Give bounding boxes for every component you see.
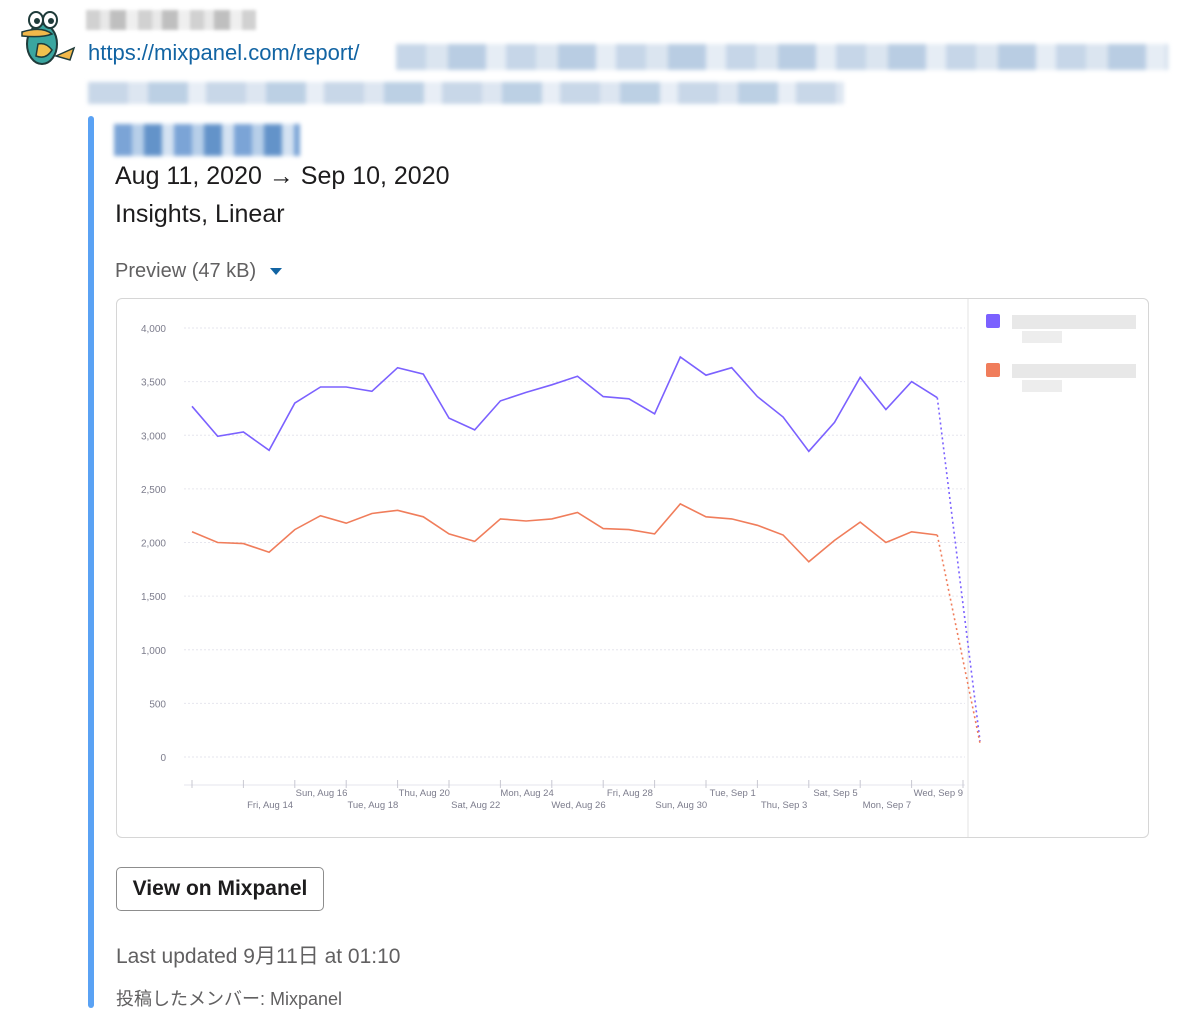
x-tick-label: Wed, Aug 26 — [551, 800, 605, 811]
report-link-redacted[interactable] — [396, 44, 1168, 70]
posted-by: 投稿したメンバー: Mixpanel — [116, 989, 343, 1009]
series-line — [191, 502, 938, 563]
x-tick-label: Sun, Aug 16 — [296, 788, 348, 799]
x-tick-label: Wed, Sep 9 — [914, 788, 963, 799]
sender-name-redacted — [86, 10, 256, 30]
y-tick-label: 2,500 — [141, 485, 166, 496]
platypus-icon — [21, 11, 76, 65]
report-link[interactable]: https://mixpanel.com/report/ — [88, 40, 360, 65]
view-on-mixpanel-button[interactable]: View on Mixpanel — [116, 867, 324, 911]
y-tick-label: 0 — [160, 753, 166, 764]
y-tick-label: 1,000 — [141, 646, 166, 657]
preview-toggle[interactable]: Preview (47 kB) — [115, 260, 282, 283]
report-title-redacted[interactable] — [114, 124, 300, 156]
caret-down-icon[interactable] — [269, 268, 282, 276]
chart-preview: 4,000 3,500 3,000 2,500 2,000 1,500 1,000 500 0 F… — [116, 298, 1149, 838]
line-chart: 4,000 3,500 3,000 2,500 2,000 1,500 1,000 500 0 F… — [141, 299, 1136, 837]
legend-label-redacted — [1012, 364, 1136, 378]
attachment-accent-bar — [88, 116, 94, 1008]
x-tick-label: Mon, Aug 24 — [500, 788, 553, 799]
date-range: Aug 11, 2020 → Sep 10, 2020 — [115, 162, 450, 190]
x-tick-label: Tue, Sep 1 — [710, 788, 756, 799]
x-tick-label: Fri, Aug 14 — [247, 800, 293, 811]
series-line-partial — [936, 397, 981, 742]
report-link-redacted-line-2[interactable] — [88, 82, 844, 104]
report-type: Insights, Linear — [115, 200, 285, 228]
x-tick-label: Fri, Aug 28 — [607, 788, 653, 799]
legend-label-redacted — [1012, 315, 1136, 329]
preview-label: Preview — [115, 260, 187, 282]
bot-avatar[interactable] — [12, 4, 78, 70]
series-line — [191, 355, 938, 453]
y-tick-label: 1,500 — [141, 592, 166, 603]
y-tick-label: 2,000 — [141, 539, 166, 550]
y-tick-label: 4,000 — [141, 324, 166, 335]
y-tick-label: 3,500 — [141, 378, 166, 389]
x-tick-label: Thu, Sep 3 — [761, 800, 807, 811]
preview-size: (47 kB) — [191, 260, 257, 282]
x-tick-label: Sun, Aug 30 — [655, 800, 707, 811]
y-tick-label: 500 — [149, 699, 166, 710]
legend-swatch — [986, 314, 1000, 328]
series-line-partial — [936, 534, 981, 744]
x-tick-label: Sat, Sep 5 — [813, 788, 857, 799]
x-tick-label: Thu, Aug 20 — [399, 788, 450, 799]
x-tick-label: Tue, Aug 18 — [347, 800, 398, 811]
x-tick-label: Sat, Aug 22 — [451, 800, 500, 811]
legend-label-redacted — [1022, 380, 1062, 392]
y-tick-label: 3,000 — [141, 431, 166, 442]
last-updated: Last updated 9月11日 at 01:10 — [116, 945, 401, 968]
legend-swatch — [986, 363, 1000, 377]
legend-label-redacted — [1022, 331, 1062, 343]
x-tick-label: Mon, Sep 7 — [863, 800, 912, 811]
